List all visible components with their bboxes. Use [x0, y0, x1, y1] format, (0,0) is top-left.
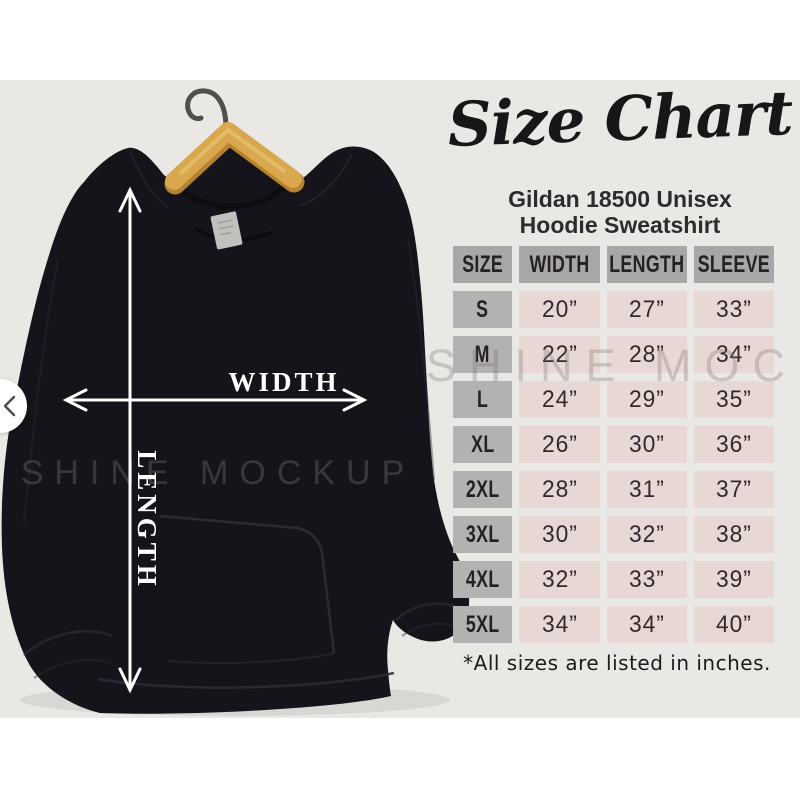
watermark-text-left: SHINE MOCKUP — [21, 454, 416, 492]
size-label: 4XL — [453, 561, 512, 598]
hanger-hook — [185, 88, 230, 169]
column-header-width: WIDTH — [519, 246, 600, 283]
width-value: 24” — [519, 381, 600, 418]
kangaroo-pocket — [159, 514, 336, 664]
sizes-footnote: *All sizes are listed in inches. — [463, 651, 771, 675]
width-value: 26” — [519, 426, 600, 463]
chevron-left-icon — [3, 395, 16, 417]
size-chart-panel: Size Chart Gildan 18500 Unisex Hoodie Sw… — [440, 80, 800, 718]
column-header-sleeve: SLEEVE — [694, 246, 774, 283]
width-value: 20” — [519, 291, 600, 328]
width-value: 34” — [519, 606, 600, 643]
measurement-arrows — [62, 186, 368, 694]
length-value: 34” — [607, 606, 687, 643]
length-value: 28” — [607, 336, 687, 373]
length-value: 30” — [607, 426, 687, 463]
sleeve-value: 34” — [694, 336, 774, 373]
length-value: 32” — [607, 516, 687, 553]
length-value: 27” — [607, 291, 687, 328]
neck-tag — [210, 211, 243, 250]
sleeve-value: 35” — [694, 381, 774, 418]
width-value: 22” — [519, 336, 600, 373]
subtitle-line-1: Gildan 18500 Unisex — [508, 186, 732, 212]
column-header-size: SIZE — [453, 246, 512, 283]
sleeve-value: 38” — [694, 516, 774, 553]
size-label: M — [453, 336, 512, 373]
size-table: SIZE WIDTH LENGTH SLEEVE S 20” 27” 33” M… — [453, 246, 774, 643]
mockup-photo: SHINE MOCKUP WIDTH LENGTH Size Chart Gil… — [0, 80, 800, 718]
length-value: 29” — [607, 381, 687, 418]
width-value: 32” — [519, 561, 600, 598]
wooden-hanger — [164, 122, 305, 195]
page-title: Size Chart — [446, 80, 794, 161]
hoodie — [1, 140, 470, 714]
width-value: 30” — [519, 516, 600, 553]
sleeve-value: 33” — [694, 291, 774, 328]
size-label: 2XL — [453, 471, 512, 508]
sleeve-value: 39” — [694, 561, 774, 598]
length-value: 33” — [607, 561, 687, 598]
length-label: LENGTH — [132, 450, 162, 590]
width-label: WIDTH — [228, 367, 339, 397]
column-header-length: LENGTH — [607, 246, 687, 283]
subtitle-line-2: Hoodie Sweatshirt — [519, 212, 721, 238]
size-label: 3XL — [453, 516, 512, 553]
length-value: 31” — [607, 471, 687, 508]
product-subtitle: Gildan 18500 Unisex Hoodie Sweatshirt — [440, 186, 800, 238]
size-label: S — [453, 291, 512, 328]
sleeve-value: 40” — [694, 606, 774, 643]
size-label: L — [453, 381, 512, 418]
sleeve-value: 36” — [694, 426, 774, 463]
width-value: 28” — [519, 471, 600, 508]
size-label: 5XL — [453, 606, 512, 643]
sleeve-value: 37” — [694, 471, 774, 508]
size-label: XL — [453, 426, 512, 463]
